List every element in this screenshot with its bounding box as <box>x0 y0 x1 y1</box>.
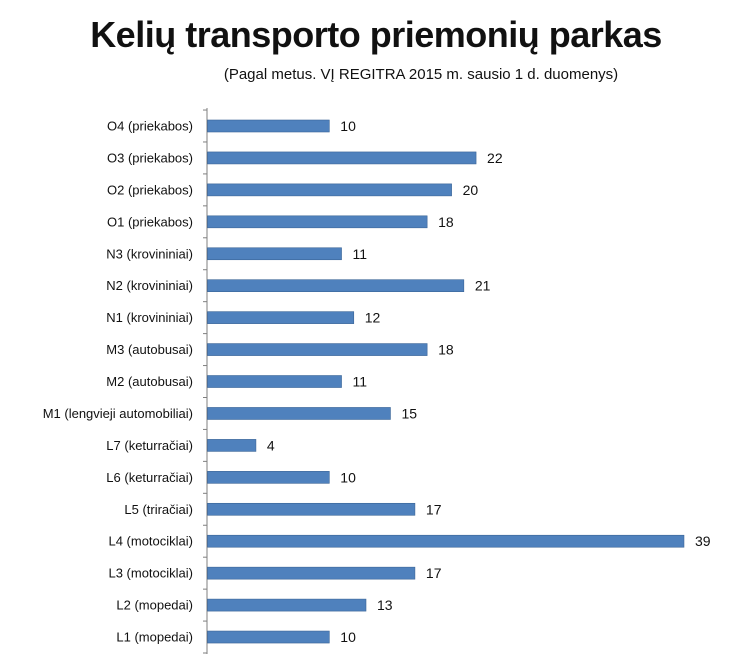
bar <box>207 375 342 388</box>
category-label: N1 (krovininiai) <box>106 310 193 325</box>
category-label: O2 (priekabos) <box>107 182 193 197</box>
category-label: L2 (mopedai) <box>116 598 193 613</box>
value-label: 18 <box>438 342 454 358</box>
category-label: M1 (lengvieji automobiliai) <box>43 406 193 421</box>
value-label: 10 <box>340 469 356 485</box>
category-label: L6 (keturračiai) <box>106 470 193 485</box>
category-label: N3 (krovininiai) <box>106 246 193 261</box>
bar <box>207 279 465 293</box>
value-label: 21 <box>475 278 491 294</box>
bar <box>207 439 257 452</box>
bar <box>207 598 367 612</box>
bar <box>207 471 330 484</box>
category-label: M2 (autobusai) <box>106 374 193 389</box>
value-label: 20 <box>463 182 479 198</box>
bar <box>207 311 355 324</box>
bar <box>207 407 391 420</box>
value-label: 22 <box>487 150 503 166</box>
value-label: 15 <box>401 405 417 421</box>
value-label: 11 <box>353 374 368 390</box>
bar <box>207 183 452 197</box>
value-label: 39 <box>695 533 711 549</box>
value-label: 18 <box>438 214 454 230</box>
category-label: L5 (triračiai) <box>124 502 193 517</box>
bar <box>207 630 330 644</box>
chart-title: Kelių transporto priemonių parkas <box>90 14 662 55</box>
bar <box>207 502 416 516</box>
category-label: O4 (priekabos) <box>107 119 193 134</box>
category-label: L1 (mopedai) <box>116 630 193 645</box>
category-label: O1 (priekabos) <box>107 214 193 229</box>
category-label: L7 (keturračiai) <box>106 438 193 453</box>
value-label: 17 <box>426 565 442 581</box>
value-label: 13 <box>377 597 393 613</box>
category-label: O3 (priekabos) <box>107 150 193 165</box>
chart-subtitle: (Pagal metus. VĮ REGITRA 2015 m. sausio … <box>223 66 619 83</box>
value-label: 10 <box>340 118 356 134</box>
bar <box>207 247 342 261</box>
bar <box>207 119 330 133</box>
bar <box>207 534 685 548</box>
category-label: L4 (motociklai) <box>108 534 193 549</box>
value-label: 17 <box>426 501 442 517</box>
category-label: M3 (autobusai) <box>106 342 193 357</box>
bar <box>207 151 477 165</box>
value-label: 10 <box>340 629 356 645</box>
value-label: 4 <box>267 437 275 453</box>
category-label: N2 (krovininiai) <box>106 278 193 293</box>
value-label: 12 <box>365 310 381 326</box>
bar <box>207 566 416 580</box>
value-label: 11 <box>353 246 368 262</box>
category-label: L3 (motociklai) <box>108 566 193 581</box>
bar <box>207 215 428 229</box>
bar <box>207 343 428 356</box>
